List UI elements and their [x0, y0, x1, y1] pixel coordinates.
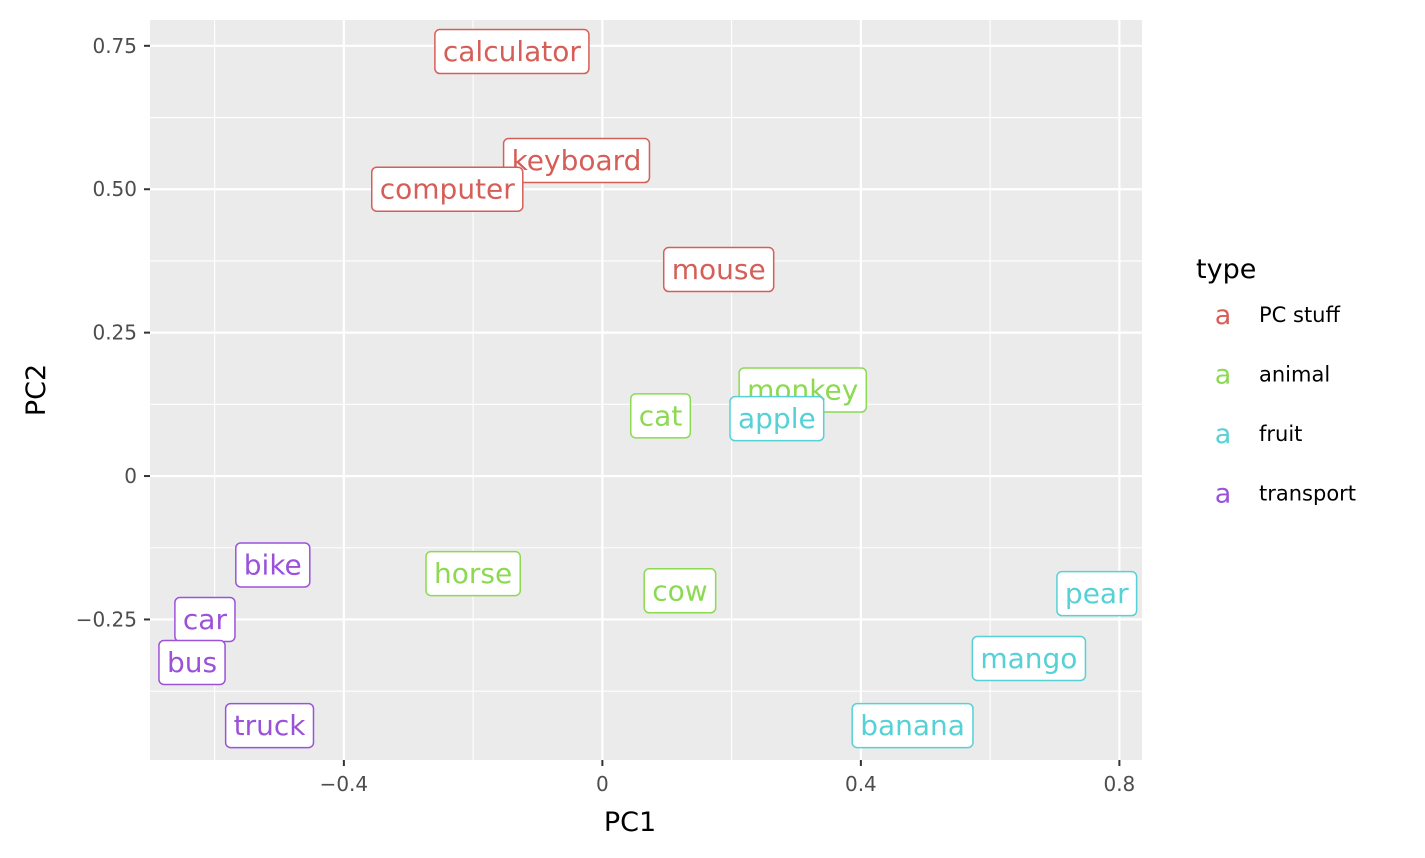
point-label-text: mouse [672, 253, 766, 286]
legend-label: PC stuff [1259, 303, 1340, 327]
point-label-mouse: mouse [662, 246, 775, 293]
point-label-box [158, 639, 226, 686]
point-label-box [971, 635, 1087, 682]
y-tick-label: 0.75 [92, 34, 137, 58]
point-label-text: cow [652, 574, 707, 607]
point-label-bus: bus [158, 639, 226, 686]
point-label-text: bike [244, 548, 302, 581]
point-label-text: horse [434, 557, 512, 590]
point-label-keyboard: keyboard [502, 137, 651, 184]
point-label-box [643, 568, 717, 614]
point-label-pear: pear [1056, 570, 1138, 617]
legend-key-transport: a [1215, 479, 1232, 510]
point-label-text: pear [1065, 577, 1129, 610]
point-label-cow: cow [643, 568, 717, 614]
point-label-car: car [174, 596, 236, 643]
y-axis-title: PC2 [21, 364, 52, 416]
point-label-box [729, 395, 825, 442]
y-tick-label: 0.50 [92, 177, 137, 201]
point-label-text: apple [738, 402, 816, 435]
x-tick-label: −0.4 [320, 772, 369, 796]
point-label-apple: apple [729, 395, 825, 442]
legend-key-pc-stuff: a [1215, 300, 1232, 331]
legend-key-animal: a [1215, 360, 1232, 391]
x-axis-title: PC1 [604, 807, 656, 838]
point-label-calculator: calculator [434, 28, 590, 75]
point-label-box [371, 166, 524, 212]
point-label-cat: cat [630, 393, 692, 439]
point-label-text: bus [167, 646, 217, 679]
point-label-text: car [183, 603, 228, 636]
legend-title: type [1196, 254, 1256, 285]
legend-key-fruit: a [1215, 419, 1232, 450]
point-label-box [630, 393, 692, 439]
y-axis: −0.25 0 0.25 0.50 0.75 [76, 34, 150, 631]
y-tick-label: 0 [124, 464, 137, 488]
point-label-text: computer [380, 173, 516, 206]
point-labels: calculatorkeyboardcomputermousemonkeycat… [158, 28, 1138, 749]
point-label-text: mango [980, 642, 1077, 675]
legend-label: transport [1259, 482, 1356, 506]
grid-minor [150, 20, 1142, 760]
y-tick-label: −0.25 [76, 607, 137, 631]
point-label-text: cat [639, 399, 683, 432]
point-label-text: calculator [443, 35, 582, 68]
point-label-box [235, 542, 311, 588]
y-tick-label: 0.25 [92, 321, 137, 345]
point-label-text: truck [234, 709, 307, 742]
x-axis: −0.4 0 0.4 0.8 [320, 760, 1135, 796]
point-label-box [224, 702, 315, 749]
point-label-box [851, 702, 974, 749]
x-tick-label: 0 [596, 772, 609, 796]
point-label-box [662, 246, 775, 293]
point-label-text: banana [860, 709, 965, 742]
x-tick-label: 0.4 [845, 772, 877, 796]
point-label-banana: banana [851, 702, 974, 749]
point-label-computer: computer [371, 166, 524, 212]
point-label-bike: bike [235, 542, 311, 588]
point-label-horse: horse [425, 550, 521, 597]
point-label-mango: mango [971, 635, 1087, 682]
x-tick-label: 0.8 [1103, 772, 1135, 796]
point-label-truck: truck [224, 702, 315, 749]
legend-label: fruit [1259, 422, 1302, 446]
point-label-box [1056, 570, 1138, 617]
point-label-box [425, 550, 521, 597]
legend-label: animal [1259, 363, 1330, 387]
legend: type a PC stuff a animal a fruit a transport [1196, 254, 1356, 510]
point-label-box [502, 137, 651, 184]
point-label-box [434, 28, 590, 75]
point-label-text: keyboard [512, 144, 642, 177]
